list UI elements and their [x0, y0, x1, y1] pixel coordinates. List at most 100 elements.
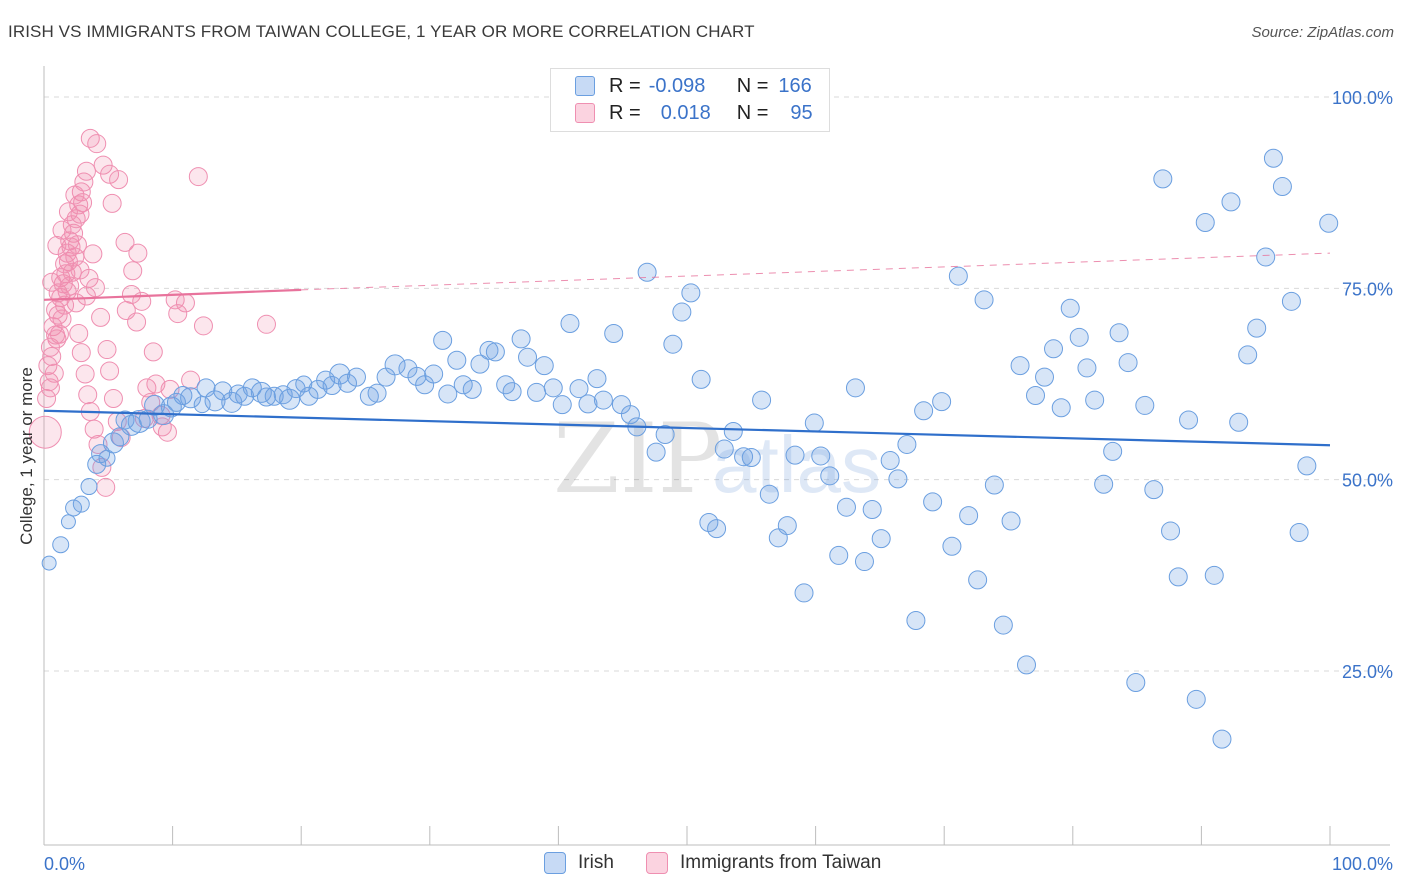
taiwan-point [87, 134, 107, 154]
taiwan-point [84, 419, 104, 439]
legend-swatch-taiwan [575, 103, 595, 123]
irish-point [811, 446, 831, 466]
taiwan-point [97, 340, 117, 360]
irish-point [1195, 213, 1215, 233]
irish-point [820, 466, 840, 486]
taiwan-point [76, 161, 96, 181]
legend-n-value: 166 [778, 74, 812, 97]
irish-point [871, 529, 891, 549]
irish-point [527, 382, 547, 402]
irish-point [322, 376, 342, 396]
taiwan-point [67, 235, 87, 255]
irish-point [502, 382, 522, 402]
taiwan-point [175, 293, 195, 313]
trend-line-taiwan [43, 288, 302, 301]
irish-point [180, 387, 202, 409]
irish-point [804, 413, 824, 433]
taiwan-point [28, 415, 62, 449]
watermark-zip: ZIP [553, 403, 722, 515]
irish-point [1118, 353, 1138, 373]
irish-point [1168, 567, 1188, 587]
irish-point [723, 421, 743, 441]
irish-point [511, 329, 531, 349]
irish-point [959, 506, 979, 526]
taiwan-point [141, 392, 161, 412]
legend-r-label: R = [609, 74, 641, 97]
irish-point [1017, 655, 1037, 675]
axes [43, 66, 1390, 846]
irish-point [637, 262, 657, 282]
irish-point [1179, 410, 1199, 430]
tick-labels: 25.0% 50.0% 75.0% 100.0% 0.0% 100.0% [44, 88, 1393, 874]
irish-point [880, 451, 900, 471]
irish-point [433, 330, 453, 350]
legend-r-value: -0.098 [648, 74, 706, 97]
x-tick-label: 100.0% [1332, 854, 1393, 874]
taiwan-point [73, 193, 93, 213]
irish-point [1069, 327, 1089, 347]
taiwan-point [38, 356, 58, 376]
taiwan-point [37, 389, 57, 409]
taiwan-point [121, 284, 141, 304]
legend-n-label: N = [736, 74, 769, 97]
taiwan-point [71, 343, 91, 363]
taiwan-point [109, 170, 129, 190]
irish-point [932, 392, 952, 412]
x-tick-label: 0.0% [44, 854, 85, 874]
irish-point [479, 340, 499, 360]
series-taiwan-points [28, 128, 276, 497]
series-irish-points [41, 148, 1339, 749]
taiwan-point [78, 385, 98, 405]
irish-point [620, 405, 640, 425]
legend-swatch-irish [575, 76, 595, 96]
legend-n-value: 95 [790, 101, 813, 124]
taiwan-point [58, 202, 78, 222]
irish-point [485, 342, 505, 362]
bottom-legend-taiwan-label: Immigrants from Taiwan [680, 852, 882, 873]
irish-point [367, 383, 387, 403]
taiwan-point [123, 261, 143, 281]
irish-point [1144, 480, 1164, 500]
irish-point [906, 610, 926, 630]
irish-point [984, 475, 1004, 495]
irish-point [1001, 511, 1021, 531]
trend-line-irish [43, 409, 1331, 447]
taiwan-point [65, 185, 85, 205]
legend-row-taiwan: R = 0.018 N = 95 [575, 100, 813, 126]
bottom-legend-taiwan: Immigrants from Taiwan [646, 852, 881, 874]
irish-point [578, 394, 598, 414]
taiwan-point [57, 281, 77, 301]
irish-point [681, 283, 701, 303]
irish-point [470, 354, 490, 374]
legend: R = -0.098 N = 166 R = 0.018 N = 95 [550, 68, 830, 132]
irish-point [968, 570, 988, 590]
irish-point [1263, 148, 1283, 168]
taiwan-point [47, 235, 67, 255]
irish-point [256, 387, 276, 407]
irish-point [60, 514, 76, 530]
taiwan-point [80, 128, 100, 148]
irish-point [1051, 398, 1071, 418]
legend-n-label: N = [736, 101, 769, 124]
irish-point [1256, 247, 1276, 267]
y-tick-label: 50.0% [1342, 471, 1393, 491]
taiwan-point [143, 342, 163, 362]
chart-title: IRISH VS IMMIGRANTS FROM TAIWAN COLLEGE,… [8, 22, 755, 41]
irish-point [1026, 385, 1046, 405]
irish-point [672, 302, 692, 322]
irish-point [1135, 395, 1155, 415]
irish-point [250, 381, 272, 403]
irish-point [1247, 318, 1267, 338]
irish-point [923, 492, 943, 512]
irish-point [691, 369, 711, 389]
irish-point [52, 536, 70, 554]
irish-point [1319, 213, 1339, 233]
irish-point [593, 390, 613, 410]
irish-point [1204, 565, 1224, 585]
bottom-legend-irish-label: Irish [578, 852, 614, 873]
taiwan-point [42, 272, 62, 292]
taiwan-point [128, 243, 148, 263]
irish-point [699, 513, 719, 533]
irish-point [204, 390, 226, 412]
irish-point [1186, 689, 1206, 709]
